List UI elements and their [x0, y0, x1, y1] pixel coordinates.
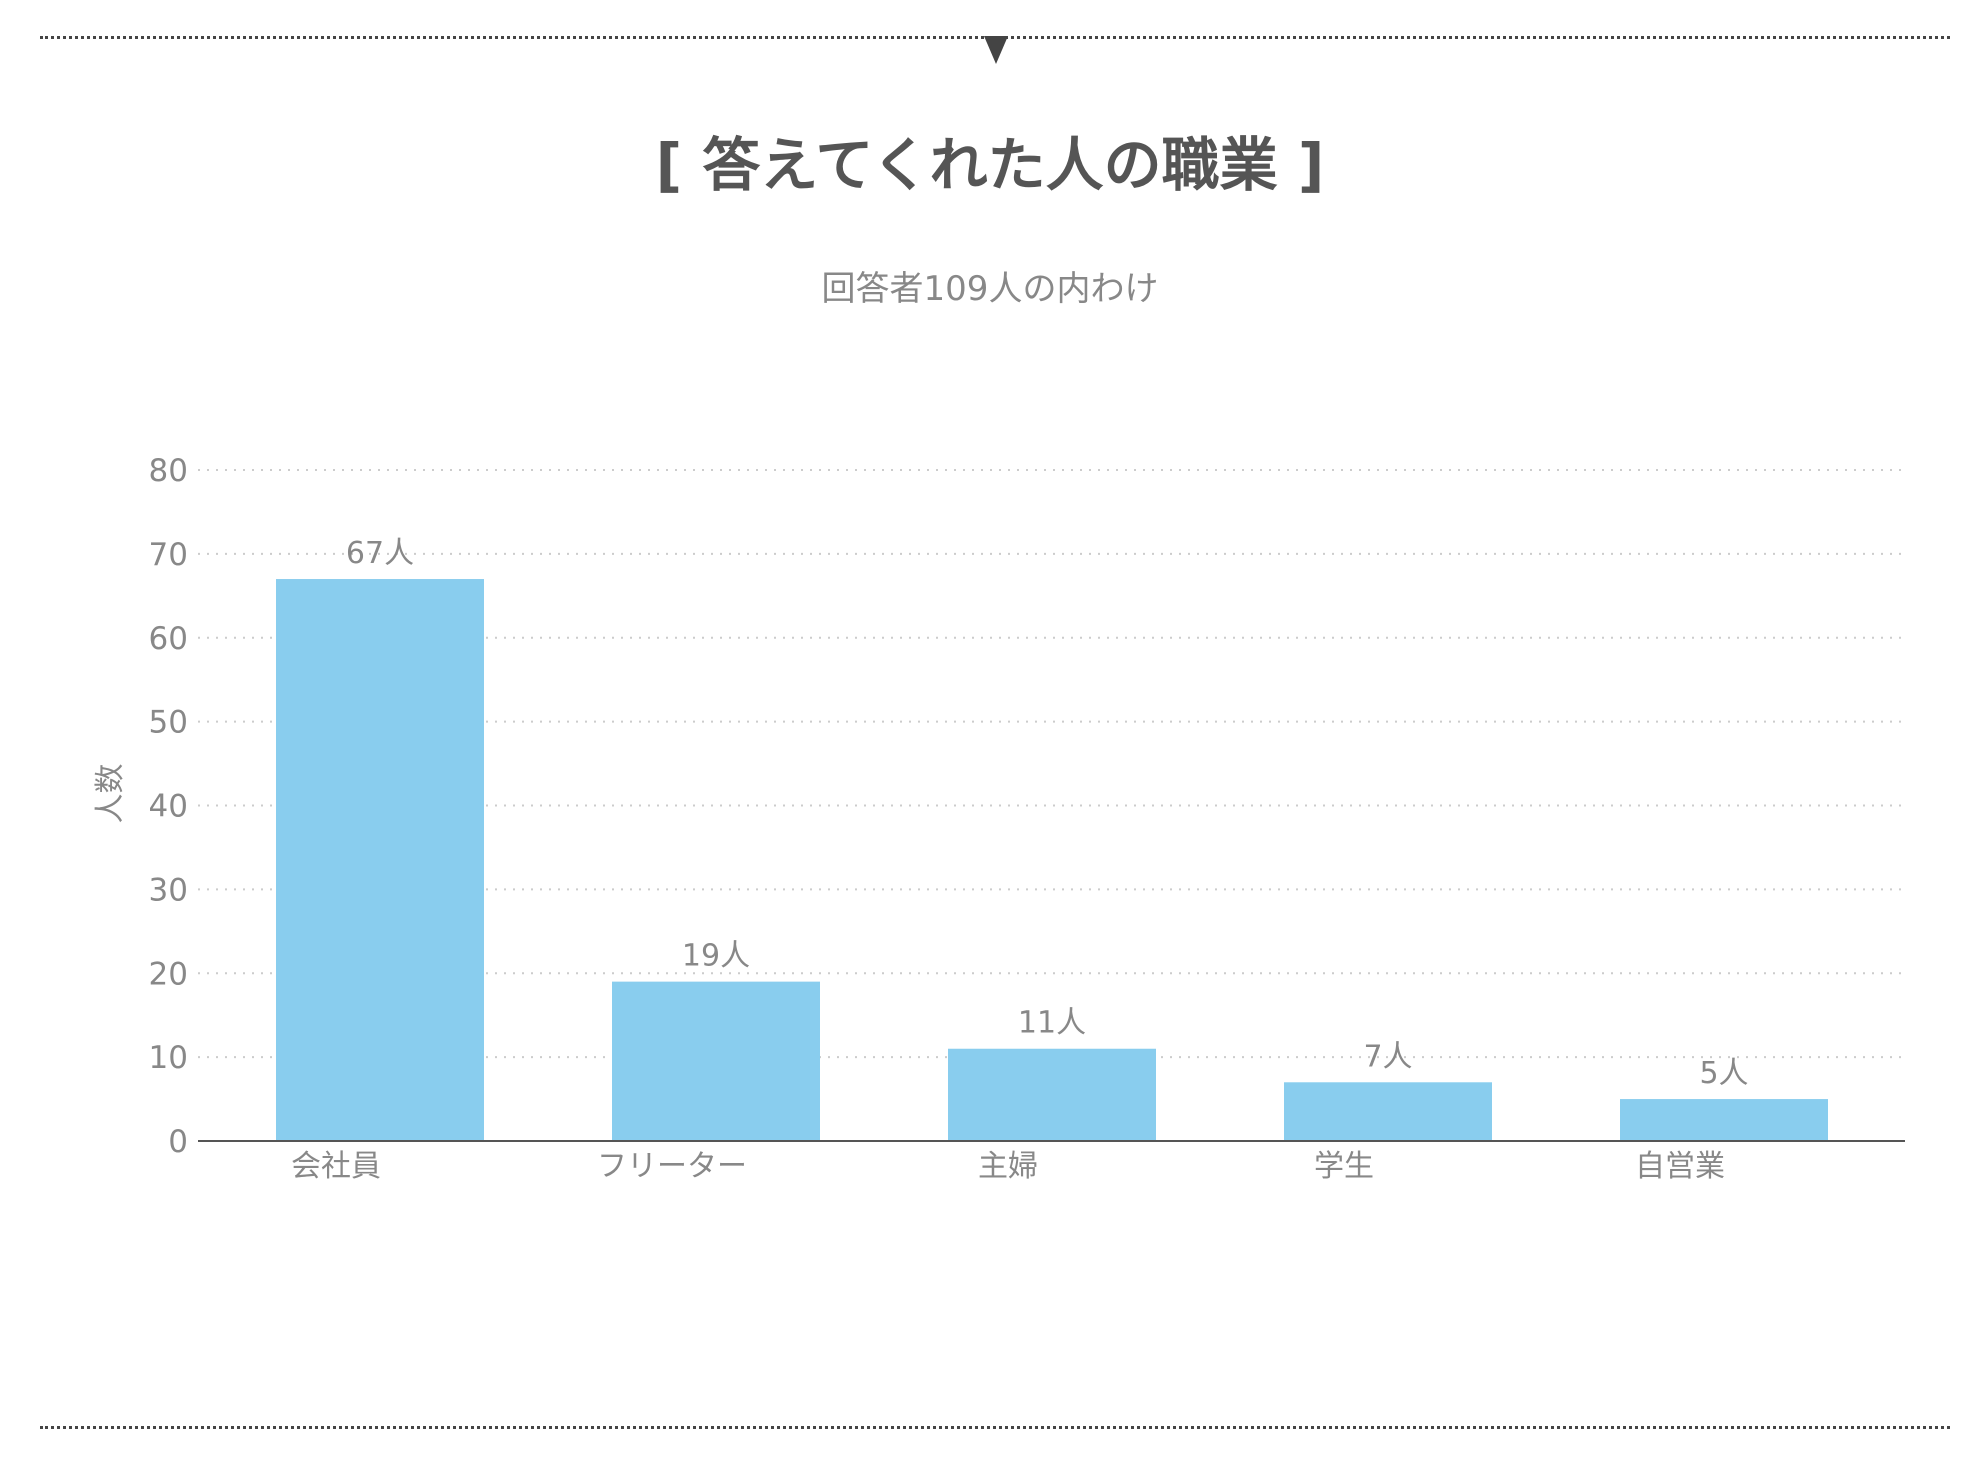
bar-value-label: 5人	[1699, 1056, 1748, 1091]
y-tick-label: 10	[149, 1040, 188, 1076]
bar	[612, 981, 820, 1141]
y-tick-label: 80	[149, 453, 188, 489]
bar-value-label: 11人	[1018, 1006, 1086, 1041]
triangle-down-icon	[984, 36, 1008, 64]
bar-value-label: 7人	[1363, 1039, 1412, 1074]
y-tick-label: 60	[149, 621, 188, 657]
y-tick-label: 70	[149, 537, 188, 573]
category-labels: 会社員 フリーター 主婦 学生 自営業	[291, 1149, 1725, 1184]
value-labels: 67人 19人 11人 7人 5人	[346, 536, 1749, 1091]
y-axis-ticks: 0 10 20 30 40 50 60 70 80	[149, 453, 188, 1160]
y-tick-label: 0	[168, 1124, 188, 1160]
bar	[276, 579, 484, 1141]
y-tick-label: 40	[149, 789, 188, 825]
bar-value-label: 67人	[346, 536, 414, 571]
bars	[276, 579, 1828, 1141]
chart-subtitle: 回答者109人の内わけ	[821, 269, 1159, 309]
x-category-label: 学生	[1314, 1149, 1374, 1184]
bar-value-label: 19人	[682, 939, 750, 974]
bar	[948, 1048, 1156, 1141]
bottom-divider	[40, 1426, 1950, 1429]
bar-chart: 0 10 20 30 40 50 60 70 80 67人 19人 11人 7人 5人 会社員 フリーター…	[93, 453, 1905, 1184]
y-tick-label: 30	[149, 872, 188, 908]
chart-title: [ 答えてくれた人の職業 ]	[655, 131, 1325, 199]
x-category-label: フリーター	[597, 1149, 747, 1184]
y-axis-title: 人数	[93, 764, 128, 824]
x-category-label: 会社員	[291, 1149, 381, 1184]
bar	[1620, 1099, 1828, 1141]
y-tick-label: 50	[149, 705, 188, 741]
x-category-label: 自営業	[1635, 1149, 1725, 1184]
y-tick-label: 20	[149, 956, 188, 992]
x-category-label: 主婦	[978, 1149, 1038, 1184]
grid-lines	[198, 469, 1905, 1059]
bar	[1284, 1082, 1492, 1141]
